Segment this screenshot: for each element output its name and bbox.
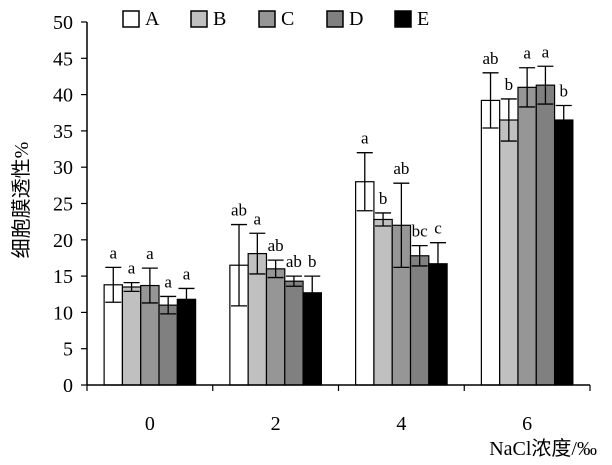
y-tick-label: 45 (53, 48, 73, 70)
significance-label: a (523, 44, 531, 63)
y-tick-label: 50 (53, 12, 73, 34)
bar (409, 255, 430, 386)
legend-swatch (122, 10, 140, 28)
significance-label: c (434, 219, 442, 238)
y-tick-label: 30 (53, 157, 73, 179)
legend-label: C (281, 8, 294, 30)
x-tick-label: 0 (145, 413, 155, 435)
y-tick-label: 0 (63, 375, 73, 397)
y-tick-label: 25 (53, 194, 73, 216)
bar (553, 119, 574, 386)
significance-label: bc (412, 222, 429, 241)
y-tick-label: 5 (63, 339, 73, 361)
significance-label: a (183, 264, 191, 283)
bar (355, 181, 375, 386)
x-axis-label: NaCl浓度/‰ (489, 437, 597, 460)
legend-label: A (145, 8, 160, 30)
significance-label: b (505, 75, 514, 94)
significance-label: a (128, 259, 136, 278)
bar (176, 298, 197, 386)
legend-swatch (190, 10, 208, 28)
significance-label: a (542, 42, 550, 61)
legend-label: D (349, 8, 363, 30)
significance-label: ab (268, 236, 284, 255)
bar (535, 84, 556, 386)
bar (517, 86, 537, 386)
y-tick-label: 40 (53, 85, 73, 107)
significance-label: b (308, 252, 317, 271)
significance-label: b (379, 189, 388, 208)
x-tick-label: 6 (522, 413, 532, 435)
y-axis-label: 细胞膜透性% (10, 142, 33, 259)
bar (284, 280, 304, 386)
significance-label: a (164, 272, 172, 291)
bar (158, 304, 178, 386)
significance-label: a (254, 209, 262, 228)
significance-label: a (361, 129, 369, 148)
significance-label: ab (286, 252, 302, 271)
legend-label: E (417, 8, 429, 30)
significance-label: ab (393, 159, 409, 178)
x-axis: 0 2 4 6 (86, 384, 591, 435)
y-tick-label: 35 (53, 121, 73, 143)
y-tick-label: 20 (53, 230, 73, 252)
y-tick-label: 10 (53, 302, 73, 324)
bar (480, 99, 501, 386)
bar (499, 119, 519, 386)
y-axis: 0 5 10 15 20 25 30 35 40 45 50 (53, 12, 88, 397)
y-tick-label: 15 (53, 266, 73, 288)
legend-swatch (394, 10, 412, 28)
legend-swatch (326, 10, 344, 28)
significance-label: a (110, 243, 118, 262)
significance-label: b (559, 81, 568, 100)
legend: A B C D E (122, 8, 429, 30)
significance-label: a (146, 244, 154, 263)
x-tick-label: 4 (396, 413, 406, 435)
bar (265, 268, 286, 386)
bar (121, 286, 142, 386)
legend-swatch (258, 10, 276, 28)
significance-label: ab (483, 49, 499, 68)
bar (373, 218, 393, 386)
legend-label: B (213, 8, 226, 30)
significance-label: ab (231, 201, 247, 220)
x-tick-label: 2 (271, 413, 281, 435)
